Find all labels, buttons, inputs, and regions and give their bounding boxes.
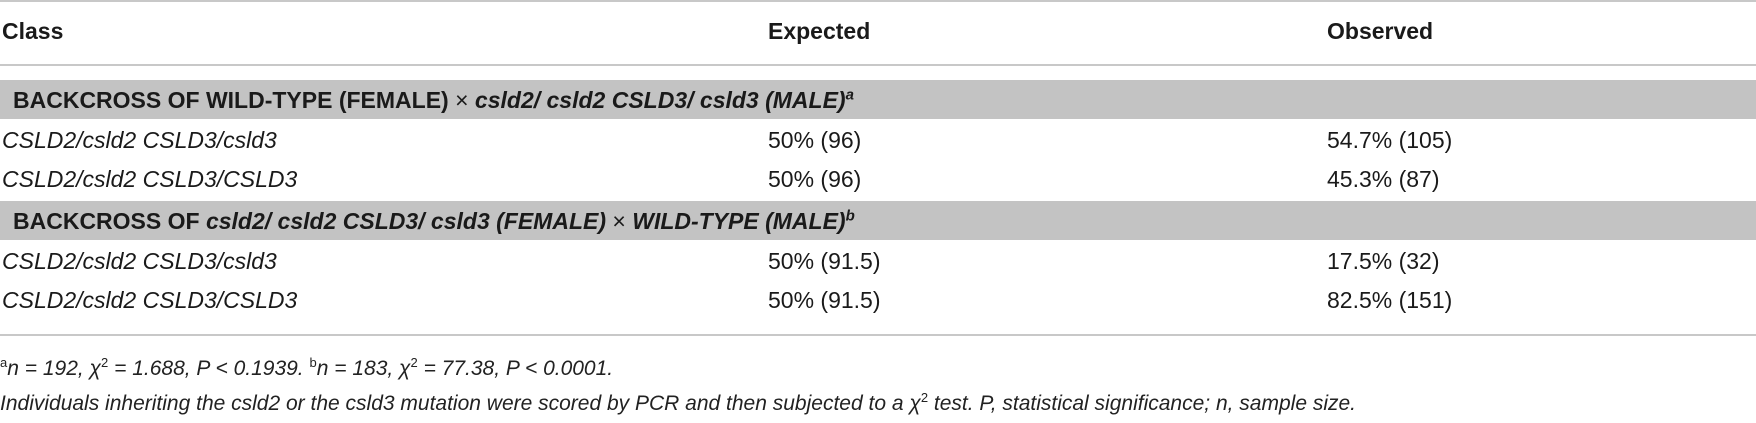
footnote-a-exp: 2 [101,355,109,370]
table-row: CSLD2/csld2 CSLD3/CSLD3 [2,287,298,313]
group-band-2: BACKCROSS OF csld2/ csld2 CSLD3/ csld3 (… [0,201,1756,240]
table-cell-observed: 17.5% (32) [1327,248,1440,274]
table-row: CSLD2/csld2 CSLD3/csld3 [2,248,277,274]
table-row: CSLD2/csld2 CSLD3/CSLD3 [2,166,298,192]
table-cell-expected: 50% (91.5) [768,248,881,274]
footnote-line-2-tail: test. P, statistical significance; n, sa… [928,392,1357,415]
times-symbol: × [612,208,626,234]
group-title-2-suffix: WILD-TYPE (MALE) [632,208,846,234]
footnote-line-1: an = 192, χ2 = 1.688, P < 0.1939. bn = 1… [0,355,613,383]
table-cell-expected: 50% (96) [768,127,862,153]
header-expected: Expected [768,18,871,44]
group-band-1: BACKCROSS OF WILD-TYPE (FEMALE) × csld2/… [0,80,1756,119]
footnote-mark-a: a [845,86,854,104]
footnote-b-tail: = 77.38, P < 0.0001. [417,357,614,380]
footnote-line-2-text: Individuals inheriting the csld2 or the … [0,392,921,415]
footnote-b-exp: 2 [410,355,418,370]
group-title-2-italic: csld2/ csld2 CSLD3/ csld3 (FEMALE) [205,208,607,234]
group-title-2: BACKCROSS OF csld2/ csld2 CSLD3/ csld3 (… [13,206,855,236]
group-title-1-suffix: csld2/ csld2 CSLD3/ csld3 (MALE) [474,87,846,113]
table-row: CSLD2/csld2 CSLD3/csld3 [2,127,277,153]
group-title-1-prefix: BACKCROSS OF WILD-TYPE (FEMALE) [13,87,449,113]
footnote-line-2-exp: 2 [920,390,929,405]
times-symbol: × [455,87,469,113]
footnote-b-mark: b [309,355,317,370]
header-class: Class [2,18,64,44]
table-cell-expected: 50% (96) [768,166,862,192]
footnote-b-text: n = 183, χ [316,357,411,380]
header-bottom-rule [0,64,1756,66]
header-observed: Observed [1327,18,1434,44]
footnote-a-mark: a [0,355,8,370]
footnote-a-tail: = 1.688, P < 0.1939. [108,357,310,380]
table-cell-observed: 45.3% (87) [1327,166,1440,192]
group-title-2-prefix: BACKCROSS OF [13,208,200,234]
footnote-mark-b: b [845,207,855,225]
footnote-a-text: n = 192, χ [7,357,102,380]
table-top-rule [0,0,1756,2]
table-cell-observed: 54.7% (105) [1327,127,1453,153]
footnote-line-2: Individuals inheriting the csld2 or the … [0,390,1356,418]
table-cell-observed: 82.5% (151) [1327,287,1453,313]
group-title-1: BACKCROSS OF WILD-TYPE (FEMALE) × csld2/… [13,85,854,115]
table-cell-expected: 50% (91.5) [768,287,881,313]
table-bottom-rule [0,334,1756,336]
